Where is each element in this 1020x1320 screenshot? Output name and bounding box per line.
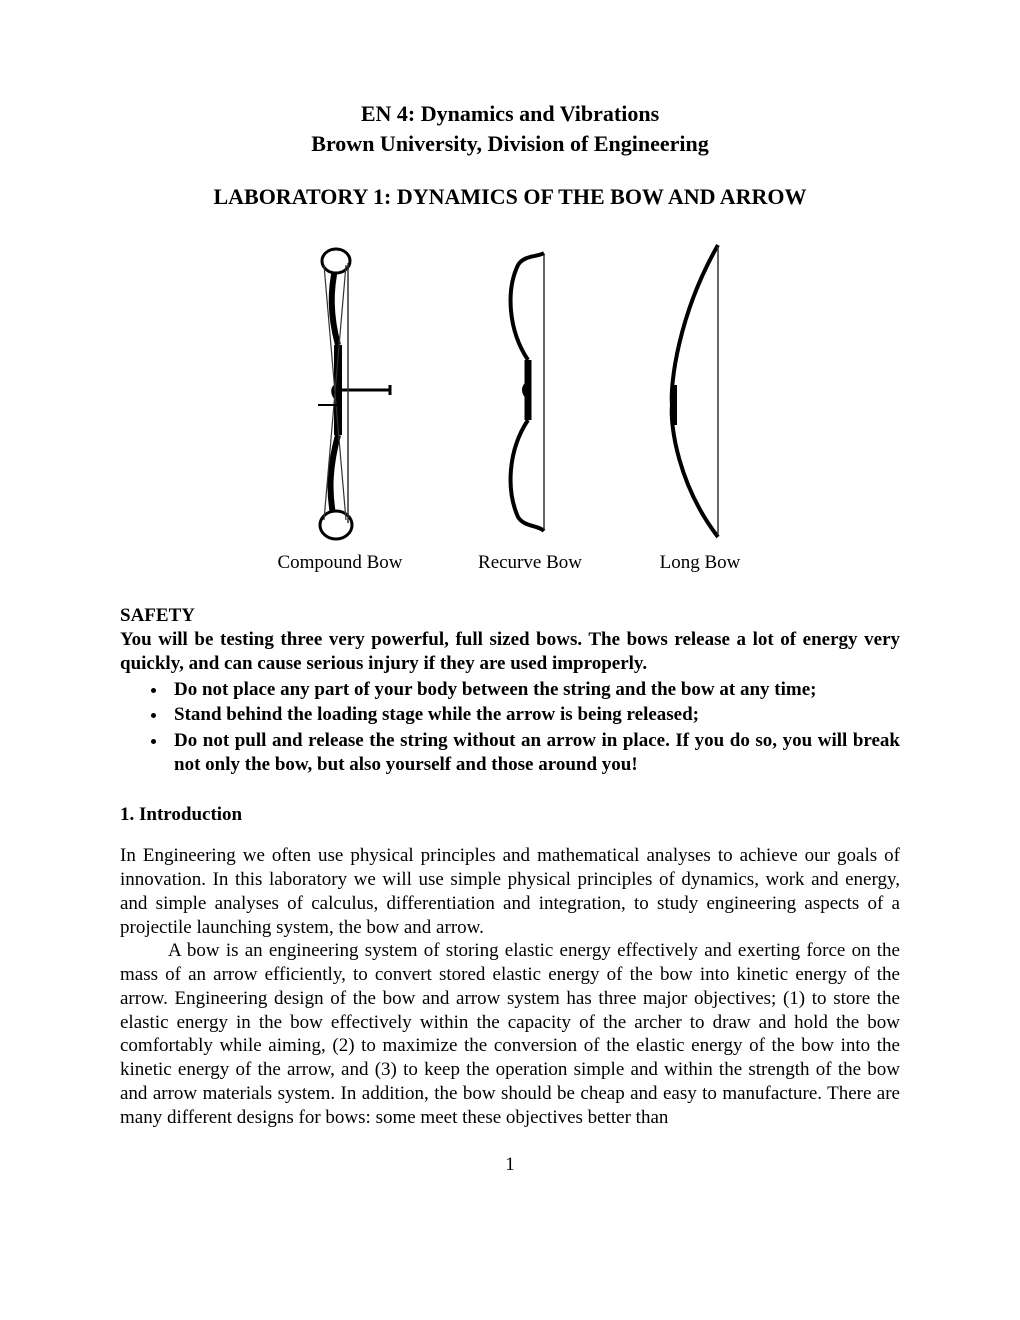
long-bow-caption: Long Bow — [660, 551, 741, 575]
compound-bow-caption: Compound Bow — [277, 551, 402, 575]
safety-bullet: Do not pull and release the string witho… — [168, 729, 900, 777]
recurve-bow-icon — [460, 235, 600, 545]
figure-compound-bow: Compound Bow — [260, 235, 420, 575]
long-bow-icon — [640, 235, 760, 545]
intro-paragraph-2: A bow is an engineering system of storin… — [120, 939, 900, 1129]
figure-recurve-bow: Recurve Bow — [460, 235, 600, 575]
page-number: 1 — [120, 1153, 900, 1177]
intro-heading: 1. Introduction — [120, 803, 900, 827]
compound-bow-icon — [260, 235, 420, 545]
intro-paragraph-1: In Engineering we often use physical pri… — [120, 844, 900, 939]
course-title: EN 4: Dynamics and Vibrations — [120, 100, 900, 128]
institution-line: Brown University, Division of Engineerin… — [120, 130, 900, 158]
safety-bullet-list: Do not place any part of your body betwe… — [168, 678, 900, 777]
safety-bullet: Do not place any part of your body betwe… — [168, 678, 900, 702]
recurve-bow-caption: Recurve Bow — [478, 551, 582, 575]
safety-intro: You will be testing three very powerful,… — [120, 628, 900, 676]
figure-long-bow: Long Bow — [640, 235, 760, 575]
safety-bullet: Stand behind the loading stage while the… — [168, 703, 900, 727]
bow-figure-row: Compound Bow Recurve Bow — [120, 235, 900, 575]
document-page: EN 4: Dynamics and Vibrations Brown Univ… — [0, 0, 1020, 1320]
safety-heading: SAFETY — [120, 604, 900, 628]
lab-title: LABORATORY 1: DYNAMICS OF THE BOW AND AR… — [120, 183, 900, 211]
